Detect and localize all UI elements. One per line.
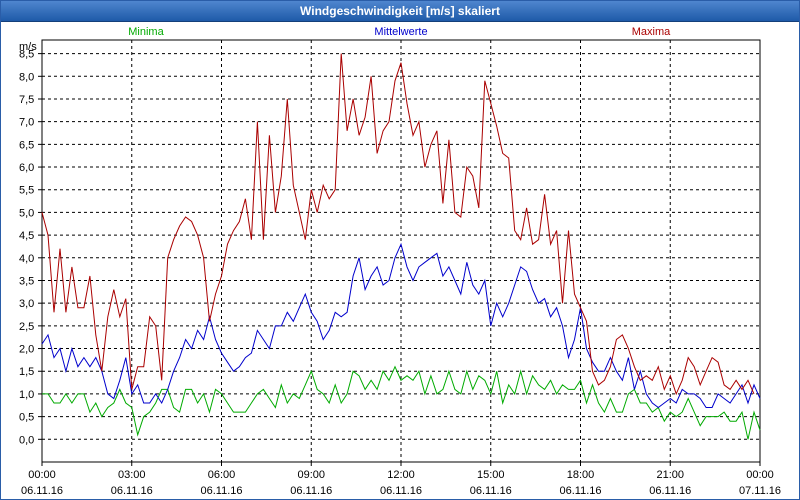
y-tick-label: 2,0 — [19, 344, 34, 356]
title-bar: Windgeschwindigkeit [m/s] skaliert — [1, 1, 799, 22]
y-tick-label: 3,0 — [19, 298, 34, 310]
y-tick-label: 5,5 — [19, 185, 34, 197]
x-tick-date-label: 06.11.16 — [21, 485, 63, 497]
x-tick-date-label: 06.11.16 — [290, 485, 332, 497]
y-tick-label: 2,5 — [19, 321, 34, 333]
y-tick-label: 4,0 — [19, 253, 34, 265]
x-tick-date-label: 06.11.16 — [559, 485, 601, 497]
y-tick-label: 7,5 — [19, 94, 34, 106]
legend-mittelwerte: Mittelwerte — [374, 26, 427, 38]
x-tick-date-label: 06.11.16 — [649, 485, 691, 497]
axes — [38, 39, 761, 466]
y-tick-label: 6,0 — [19, 162, 34, 174]
y-tick-label: 8,0 — [19, 71, 34, 83]
y-tick-label: 0,5 — [19, 412, 34, 424]
y-tick-label: 8,5 — [19, 49, 34, 61]
series-line-maxima — [41, 53, 755, 396]
x-tick-time-label: 06:00 — [208, 469, 236, 481]
x-tick-date-label: 06.11.16 — [200, 485, 242, 497]
y-tick-label: 0,0 — [19, 434, 34, 446]
x-tick-time-label: 00:00 — [28, 469, 56, 481]
legend-minima: Minima — [128, 26, 164, 38]
y-tick-label: 3,5 — [19, 275, 34, 287]
x-tick-labels: 00:00 06.11.16 03:00 06.11.16 06:00 06.11.16 0… — [21, 469, 781, 497]
x-tick-time-label: 00:00 — [746, 469, 774, 481]
series-line-mittelwerte — [41, 242, 761, 409]
y-tick-label: 5,0 — [19, 207, 34, 219]
plot-area-frame — [41, 39, 761, 463]
x-tick-date-label: 06.11.16 — [111, 485, 153, 497]
x-tick-time-label: 03:00 — [118, 469, 146, 481]
x-tick-time-label: 12:00 — [387, 469, 415, 481]
legend-maxima: Maxima — [632, 26, 671, 38]
x-tick-time-label: 09:00 — [297, 469, 325, 481]
grid-lines — [42, 40, 760, 462]
x-tick-time-label: 21:00 — [656, 469, 684, 481]
window-title: Windgeschwindigkeit [m/s] skaliert — [300, 4, 500, 18]
y-tick-label: 4,5 — [19, 230, 34, 242]
x-tick-date-label: 06.11.16 — [470, 485, 512, 497]
x-tick-time-label: 18:00 — [567, 469, 595, 481]
series-line-minima — [42, 365, 761, 440]
x-tick-time-label: 15:00 — [477, 469, 505, 481]
x-tick-date-label: 07.11.16 — [739, 485, 781, 497]
x-tick-date-label: 06.11.16 — [380, 485, 422, 497]
y-tick-label: 1,0 — [19, 389, 34, 401]
series-lines — [41, 53, 761, 440]
y-axis-unit-label: m/s — [19, 41, 37, 53]
y-tick-labels: 0,0 0,5 1,0 1,5 2,0 2,5 3,0 3,5 4,0 4,5 5,0 5,5 6,0 6… — [19, 49, 34, 447]
y-tick-label: 1,5 — [19, 366, 34, 378]
y-tick-label: 6,5 — [19, 139, 34, 151]
y-tick-label: 7,0 — [19, 117, 34, 129]
